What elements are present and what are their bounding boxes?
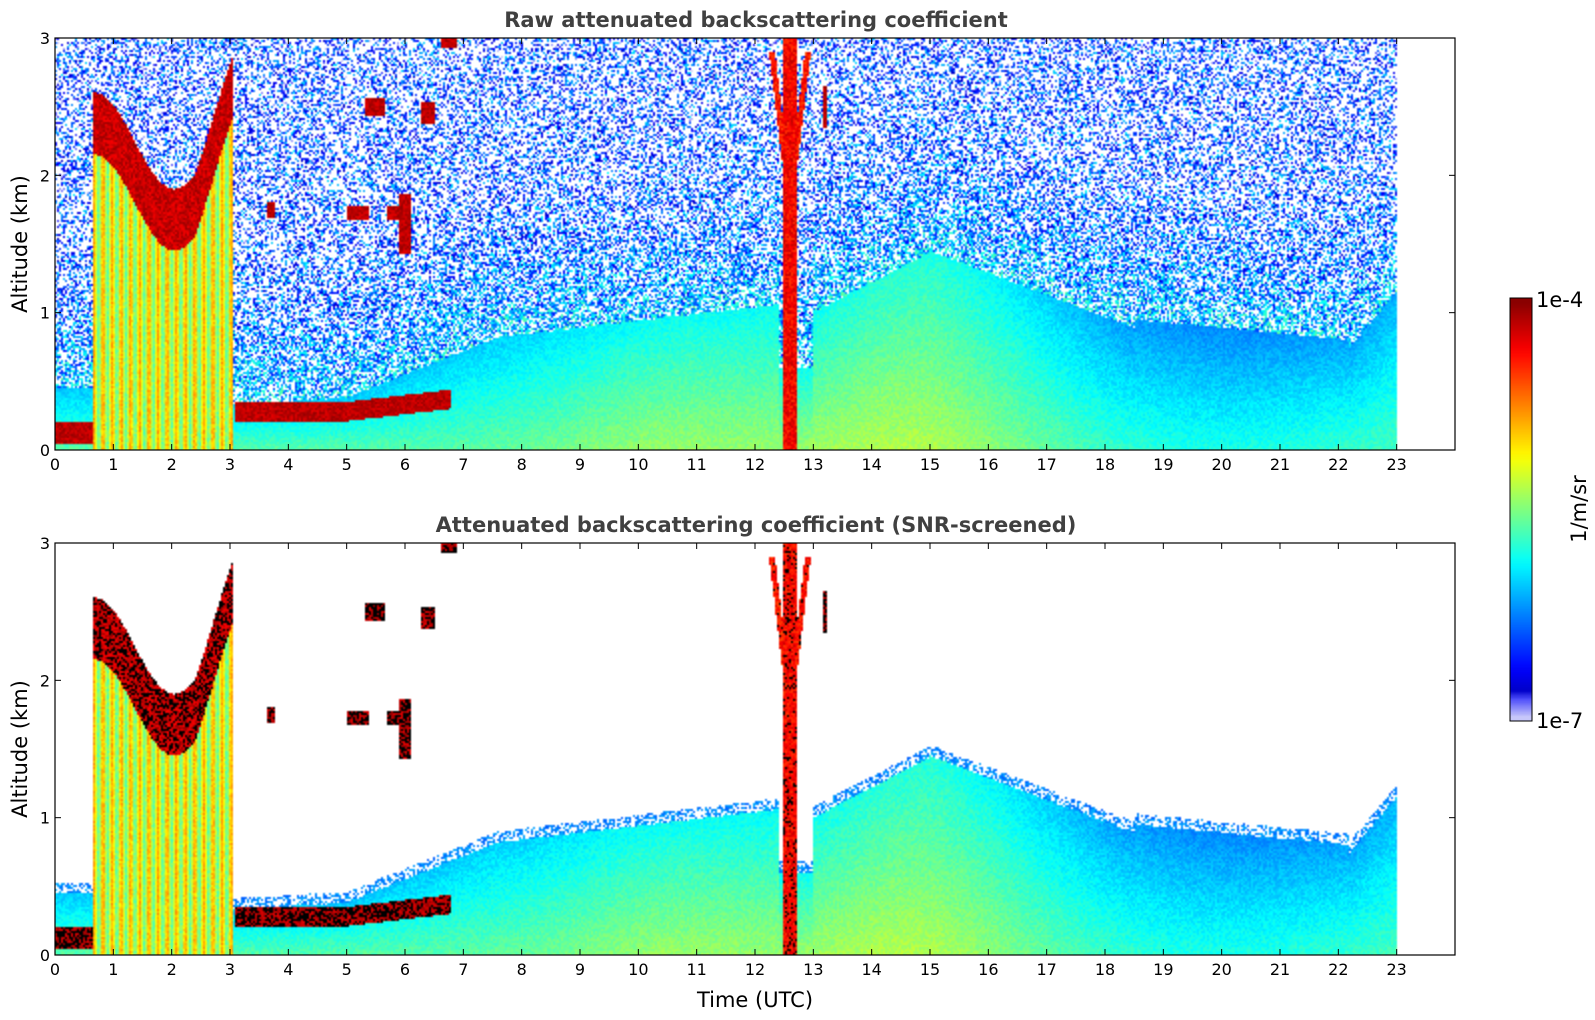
colorbar-frame	[1509, 297, 1533, 722]
colorbar-min-label: 1e-7	[1536, 709, 1583, 733]
x-tick-label: 22	[1328, 455, 1348, 474]
y-axis-label: Altitude (km)	[8, 175, 32, 313]
x-tick-label: 17	[1036, 960, 1056, 979]
x-tick-label: 4	[283, 455, 293, 474]
y-tick-label: 0	[40, 946, 50, 965]
x-tick-label: 1	[108, 960, 118, 979]
x-tick-label: 0	[50, 455, 60, 474]
x-tick-label: 21	[1270, 455, 1290, 474]
x-tick-label: 6	[400, 455, 410, 474]
x-tick-label: 11	[686, 960, 706, 979]
x-tick-label: 23	[1386, 455, 1406, 474]
x-tick-label: 4	[283, 960, 293, 979]
x-tick-label: 12	[745, 455, 765, 474]
x-tick-label: 18	[1095, 960, 1115, 979]
x-tick-group: 0 1 2 3 4 5 6 7 8 9 10 11 12 13 14 15 16 17 18 19 20 21 22 23	[50, 543, 1407, 979]
x-tick-label: 1	[108, 455, 118, 474]
x-tick-label: 7	[458, 960, 468, 979]
y-tick-label: 1	[40, 809, 50, 828]
x-tick-label: 22	[1328, 960, 1348, 979]
panel-raw: Raw attenuated backscattering coefficien…	[8, 8, 1456, 474]
x-tick-label: 2	[167, 455, 177, 474]
backscatter-heatmap	[55, 543, 1455, 955]
x-tick-label: 19	[1153, 960, 1173, 979]
x-tick-label: 9	[575, 455, 585, 474]
x-tick-label: 8	[517, 960, 527, 979]
y-tick-label: 2	[40, 166, 50, 185]
y-tick-label: 0	[40, 441, 50, 460]
x-tick-label: 13	[803, 455, 823, 474]
x-tick-label: 7	[458, 455, 468, 474]
x-tick-label: 15	[920, 455, 940, 474]
x-tick-label: 19	[1153, 455, 1173, 474]
x-tick-label: 14	[861, 960, 881, 979]
x-tick-label: 21	[1270, 960, 1290, 979]
x-tick-label: 20	[1211, 960, 1231, 979]
x-tick-label: 16	[978, 455, 998, 474]
x-tick-label: 3	[225, 455, 235, 474]
x-tick-label: 5	[342, 960, 352, 979]
x-tick-label: 20	[1211, 455, 1231, 474]
y-tick-group: 0 1 2 3	[40, 29, 1455, 460]
panel-title: Raw attenuated backscattering coefficien…	[504, 8, 1008, 32]
x-tick-label: 16	[978, 960, 998, 979]
x-tick-label: 13	[803, 960, 823, 979]
x-tick-label: 10	[628, 455, 648, 474]
y-tick-label: 3	[40, 29, 50, 48]
x-tick-label: 6	[400, 960, 410, 979]
x-axis-label: Time (UTC)	[696, 988, 813, 1012]
x-tick-label: 10	[628, 960, 648, 979]
x-tick-label: 15	[920, 960, 940, 979]
x-tick-label: 14	[861, 455, 881, 474]
panel-title: Attenuated backscattering coefficient (S…	[436, 513, 1077, 537]
x-tick-label: 9	[575, 960, 585, 979]
x-tick-label: 12	[745, 960, 765, 979]
colorbar-max-label: 1e-4	[1536, 288, 1583, 312]
x-tick-label: 11	[686, 455, 706, 474]
colorbar-gradient	[1510, 298, 1532, 721]
x-tick-label: 8	[517, 455, 527, 474]
y-tick-group: 0 1 2 3	[40, 534, 1455, 965]
y-tick-label: 2	[40, 671, 50, 690]
x-tick-label: 3	[225, 960, 235, 979]
backscatter-heatmap	[55, 38, 1455, 450]
colorbar: 1e-4 1e-7 1/m/sr	[1509, 288, 1591, 733]
x-tick-label: 23	[1386, 960, 1406, 979]
x-tick-label: 17	[1036, 455, 1056, 474]
x-tick-label: 18	[1095, 455, 1115, 474]
panel-screened: Attenuated backscattering coefficient (S…	[8, 513, 1456, 1012]
x-tick-label: 0	[50, 960, 60, 979]
x-tick-label: 2	[167, 960, 177, 979]
y-tick-label: 3	[40, 534, 50, 553]
colorbar-unit-label: 1/m/sr	[1567, 475, 1591, 543]
x-tick-label: 5	[342, 455, 352, 474]
y-axis-label: Altitude (km)	[8, 680, 32, 818]
x-tick-group: 0 1 2 3 4 5 6 7 8 9 10 11 12 13 14 15 16 17 18 19 20 21 22 23	[50, 38, 1407, 474]
y-tick-label: 1	[40, 304, 50, 323]
